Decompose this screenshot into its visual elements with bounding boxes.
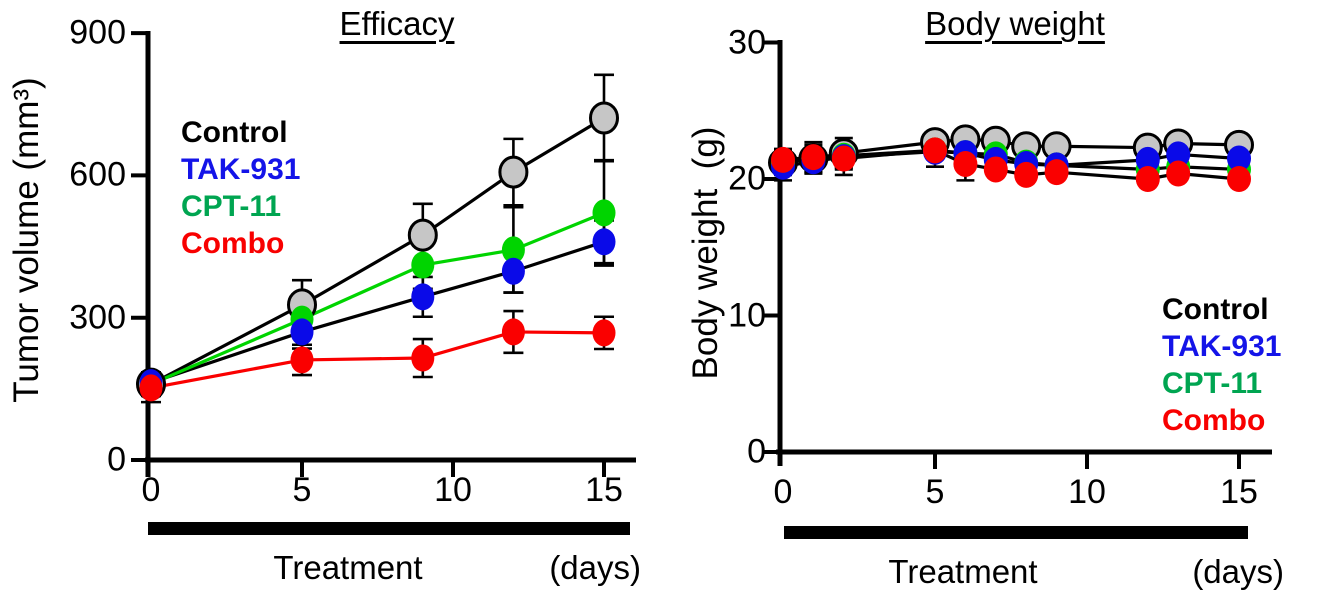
data-point-marker-combo: [1135, 166, 1160, 192]
body-weight-days-label: (days): [1192, 553, 1284, 590]
data-point-marker-combo: [1014, 161, 1039, 188]
data-point-marker-tak-931: [411, 283, 435, 311]
efficacy-y-axis-label: Tumor volume (mm³): [7, 77, 46, 403]
legend-item-combo: Combo: [1162, 404, 1266, 437]
data-point-marker-combo: [831, 145, 856, 172]
legend-item-cpt-11: CPT-11: [181, 190, 282, 223]
y-tick-label: 20: [728, 159, 766, 198]
x-tick-label: 10: [1068, 473, 1106, 511]
data-point-marker-control: [498, 155, 529, 189]
y-tick-label: 600: [69, 155, 126, 194]
data-point-marker-control: [407, 218, 438, 252]
data-point-marker-tak-931: [290, 318, 314, 346]
data-point-marker-tak-931: [1135, 146, 1160, 173]
y-tick-label: 900: [69, 13, 126, 52]
efficacy-days-label: (days): [549, 549, 641, 586]
data-point-marker-combo: [801, 144, 826, 171]
x-tick-label: 15: [585, 471, 623, 509]
data-point-marker-cpt-11: [501, 236, 525, 264]
data-point-marker-cpt-11: [411, 251, 435, 279]
data-point-marker-combo: [953, 150, 978, 177]
data-point-marker-combo: [501, 318, 525, 346]
y-tick-label: 10: [728, 296, 766, 334]
data-point-marker-combo: [411, 344, 435, 372]
body-weight-chart-title: Body weight: [925, 5, 1105, 42]
x-tick-label: 5: [292, 471, 312, 509]
data-point-marker-combo: [1166, 160, 1191, 187]
treatment-duration-bar: [148, 522, 630, 535]
body-weight-legend: Control TAK-931 CPT-11 Combo: [1162, 291, 1281, 439]
legend-item-control: Control: [1162, 293, 1269, 326]
efficacy-treatment-label: Treatment: [273, 549, 423, 586]
y-tick-label: 0: [747, 432, 766, 471]
treatment-duration-bar: [784, 526, 1248, 539]
legend-item-tak-931: TAK-931: [1162, 330, 1282, 363]
efficacy-chart-title: Efficacy: [339, 5, 455, 42]
data-point-marker-combo: [923, 137, 947, 164]
data-point-marker-tak-931: [1227, 145, 1251, 172]
x-tick-label: 0: [773, 473, 793, 511]
data-point-marker-combo: [592, 319, 616, 347]
data-point-marker-cpt-11: [592, 199, 616, 227]
legend-item-cpt-11: CPT-11: [1162, 367, 1263, 400]
data-point-marker-control: [589, 101, 619, 135]
legend-item-control: Control: [181, 116, 288, 149]
legend-item-combo: Combo: [181, 227, 285, 260]
efficacy-legend: Control TAK-931 CPT-11 Combo: [181, 114, 300, 262]
data-point-marker-combo: [290, 346, 314, 374]
x-tick-label: 5: [925, 473, 945, 511]
x-tick-label: 10: [434, 471, 472, 509]
x-tick-label: 15: [1220, 473, 1258, 511]
data-point-marker-combo: [1044, 159, 1069, 186]
data-point-marker-tak-931: [1166, 141, 1191, 168]
body-weight-treatment-label: Treatment: [888, 553, 1038, 590]
data-point-marker-tak-931: [592, 228, 616, 256]
y-tick-label: 300: [69, 298, 126, 337]
y-tick-label: 0: [107, 440, 126, 479]
y-tick-label: 30: [728, 23, 766, 61]
data-point-marker-tak-931: [501, 257, 525, 285]
data-point-marker-combo: [771, 146, 795, 173]
data-point-marker-combo: [1227, 166, 1251, 192]
data-point-marker-combo: [139, 374, 163, 402]
x-tick-label: 0: [141, 471, 161, 509]
data-point-marker-combo: [983, 156, 1008, 183]
legend-item-tak-931: TAK-931: [181, 153, 301, 186]
